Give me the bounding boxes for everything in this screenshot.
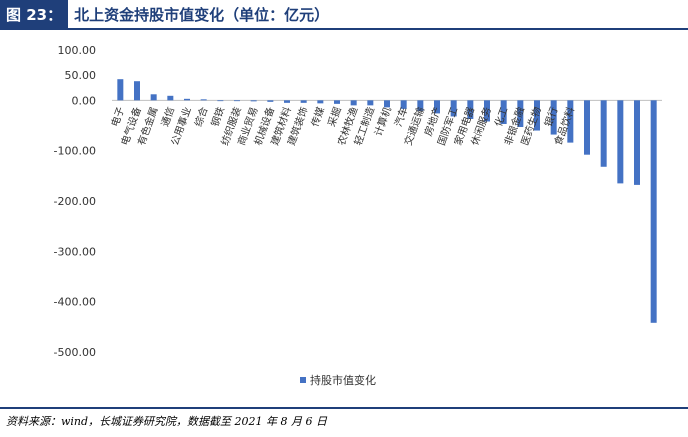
- bar: [334, 100, 340, 104]
- category-label: 传媒: [309, 105, 327, 128]
- bar: [200, 99, 207, 101]
- bar: [167, 95, 174, 101]
- category-label: 银行: [541, 105, 560, 128]
- bar: [434, 100, 440, 114]
- bar: [567, 100, 574, 143]
- y-tick-label: 0.00: [72, 94, 97, 107]
- y-tick-label: -200.00: [54, 195, 96, 208]
- bar: [217, 100, 224, 102]
- bar: [500, 100, 507, 124]
- bar: [450, 100, 457, 117]
- category-label: 通信: [159, 105, 177, 128]
- bar: [267, 100, 274, 102]
- bar: [150, 94, 157, 101]
- legend: 持股市值变化: [300, 373, 376, 387]
- bar: [634, 100, 640, 185]
- footer-divider: [0, 407, 688, 409]
- bar: [417, 100, 424, 111]
- bar: [550, 100, 557, 135]
- bar: [184, 98, 190, 101]
- bar: [300, 100, 307, 103]
- category-label: 汽车: [391, 105, 410, 128]
- bar: [467, 100, 474, 119]
- y-tick-label: -100.00: [54, 145, 96, 158]
- bar: [250, 100, 257, 102]
- bar-chart: 100.00 50.00 0.00 -100.00 -200.00 -300.00 -400…: [54, 44, 662, 387]
- y-tick-label: 50.00: [65, 69, 97, 82]
- bar: [534, 100, 540, 131]
- bar: [350, 100, 357, 106]
- y-tick-label: -500.00: [54, 346, 96, 359]
- bar: [117, 79, 124, 101]
- category-label: 化工: [491, 105, 510, 128]
- bar: [367, 100, 374, 106]
- source-note: 资料来源：wind，长城证券研究院，数据截至 2021 年 8 月 6 日: [6, 415, 328, 428]
- bar: [650, 100, 657, 323]
- bar: [134, 81, 140, 101]
- category-label: 钢铁: [208, 105, 227, 128]
- figure-title: 北上资金持股市值变化（单位：亿元）: [74, 5, 330, 24]
- bar: [617, 100, 624, 184]
- y-tick-label: -300.00: [54, 245, 96, 258]
- y-tick-label: 100.00: [58, 44, 97, 57]
- bar: [284, 100, 290, 103]
- figure-label: 图 23：: [0, 0, 69, 28]
- category-label: 采掘: [325, 105, 344, 128]
- figure-title-bar: 图 23： 北上资金持股市值变化（单位：亿元）: [0, 0, 688, 30]
- legend-swatch: [300, 377, 306, 383]
- bar: [400, 100, 407, 109]
- bar: [484, 100, 490, 122]
- legend-label: 持股市值变化: [310, 373, 376, 387]
- bar: [317, 100, 324, 104]
- bar: [600, 100, 607, 167]
- bar: [584, 100, 590, 155]
- category-label: 综合: [191, 105, 210, 128]
- bar: [234, 100, 240, 102]
- category-label: 电子: [108, 105, 127, 128]
- bar: [384, 100, 390, 108]
- bar: [517, 100, 524, 128]
- y-tick-label: -400.00: [54, 296, 96, 309]
